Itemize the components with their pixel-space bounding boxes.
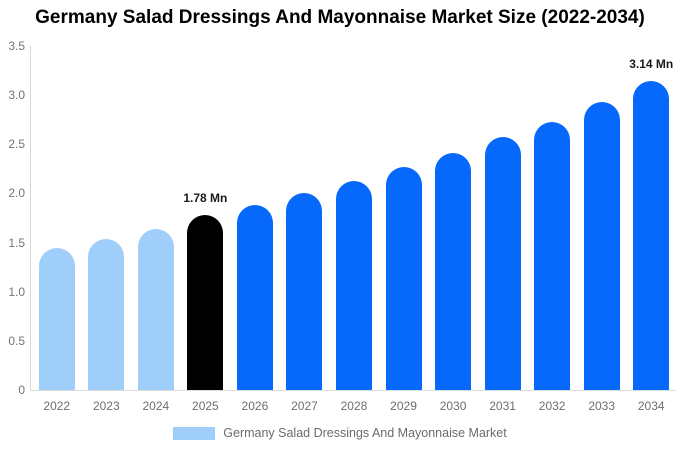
y-tick-label: 0.5 [8,333,25,348]
bar-2027 [286,193,323,390]
bar-2029 [385,166,422,390]
x-axis-label-2023: 2023 [92,399,120,413]
y-tick-label: 2.5 [8,137,25,152]
bar-2028 [336,180,372,390]
bar-2031 [484,137,521,390]
x-axis-label-2031: 2031 [489,399,516,413]
y-axis-line [30,46,31,390]
y-tick-label: 1.0 [8,284,25,299]
x-axis-line [30,390,676,391]
x-axis-label-2024: 2024 [142,399,170,413]
bar-2032 [534,121,571,390]
x-axis-label-2032: 2032 [538,399,566,413]
y-tick-label: 2.0 [8,186,25,201]
bar-2034 [633,81,670,390]
x-axis-label-2033: 2033 [588,399,616,413]
x-axis-label-2029: 2029 [390,399,417,413]
value-label-2025: 1.78 Mn [183,191,228,206]
bar-2025 [187,215,224,390]
legend: Germany Salad Dressings And Mayonnaise M… [0,425,680,441]
x-axis-label-2034: 2034 [637,399,665,413]
legend-label: Germany Salad Dressings And Mayonnaise M… [223,426,507,440]
bar-2024 [137,228,174,390]
x-axis-label-2027: 2027 [291,399,318,413]
y-tick-label: 3.5 [8,39,25,53]
chart-title: Germany Salad Dressings And Mayonnaise M… [35,7,645,28]
x-axis-label-2026: 2026 [241,399,269,413]
x-axis-label-2028: 2028 [340,399,368,413]
bar-2033 [583,102,620,390]
legend-swatch [173,426,216,440]
x-axis-label-2022: 2022 [43,399,71,413]
bar-2022 [38,248,75,390]
x-axis-label-2025: 2025 [192,399,219,413]
value-label-2034: 3.14 Mn [629,57,674,72]
bar-2026 [236,205,273,390]
bar-2023 [88,238,125,390]
y-tick-label: 3.0 [8,88,25,103]
bar-2030 [435,153,472,390]
y-tick-label: 0 [18,383,25,397]
y-tick-label: 1.5 [8,235,25,250]
x-axis-label-2030: 2030 [439,399,467,413]
